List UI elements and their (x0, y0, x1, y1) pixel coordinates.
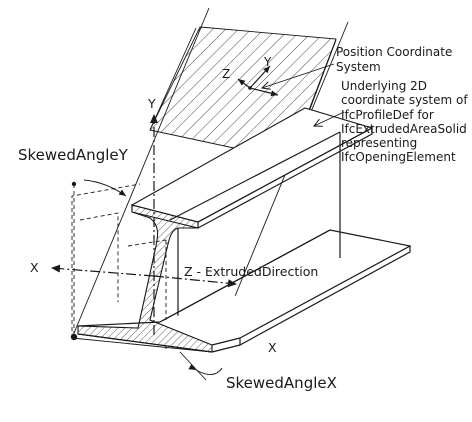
local-z-label: Z (222, 67, 230, 81)
x-axis-left-label: X (30, 260, 39, 275)
local-y-label: Y (263, 55, 272, 69)
underlying-2d-label: Underlying 2D coordinate system of IfcPr… (341, 79, 471, 164)
skewed-angle-x-label: SkewedAngleX (226, 374, 337, 392)
position-coordinate-system-axes (237, 65, 279, 97)
extruded-direction-label: Z - ExtrudedDirection (184, 264, 318, 279)
z-extruded-direction-axis (153, 275, 237, 288)
x-axis (51, 264, 155, 277)
skewed-angle-y-arc (83, 179, 127, 197)
skewed-angle-y-label: SkewedAngleY (18, 146, 129, 164)
underlying-2d-leader (314, 111, 345, 126)
position-coordinate-leader (262, 63, 335, 88)
position-coordinate-label: Position Coordinate System (336, 45, 456, 74)
i-beam-cross-section (77, 204, 213, 353)
x-axis-bottom-label: X (268, 340, 277, 355)
origin-point (70, 333, 78, 341)
skewed-angle-x-arc (179, 351, 223, 381)
y-axis-label: Y (147, 96, 156, 111)
